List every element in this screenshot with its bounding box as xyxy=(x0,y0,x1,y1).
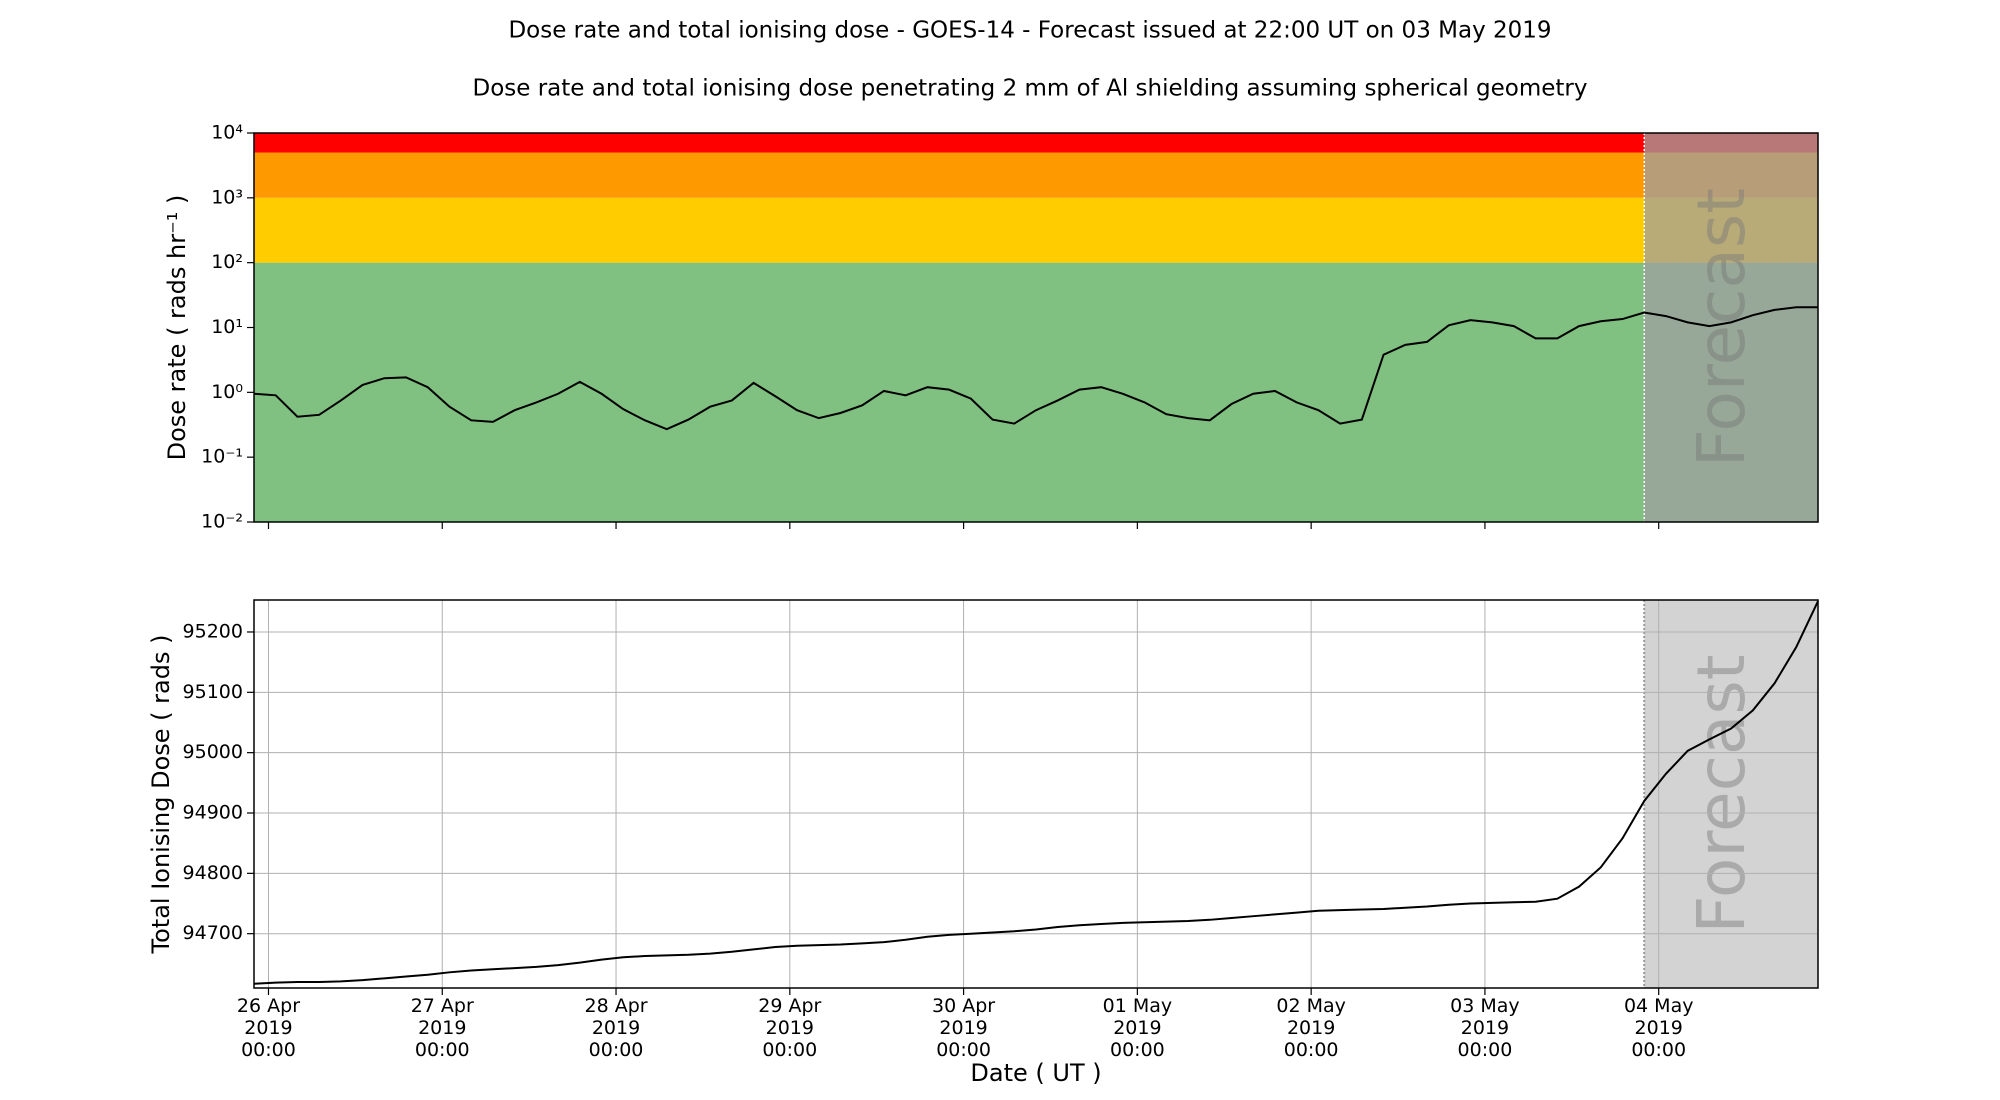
forecast-region xyxy=(1644,133,1818,522)
x-tick-label-line: 2019 xyxy=(1635,1017,1683,1039)
y-tick-label: 94800 xyxy=(183,862,243,884)
x-tick-label-line: 00:00 xyxy=(415,1039,470,1061)
x-tick-label-line: 2019 xyxy=(766,1017,814,1039)
x-tick-label-line: 28 Apr xyxy=(584,995,647,1017)
y-axis-label: Total Ionising Dose ( rads ) xyxy=(147,635,175,955)
threshold-band xyxy=(254,152,1818,198)
title: Dose rate and total ionising dose - GOES… xyxy=(508,18,1551,44)
x-tick-label-line: 00:00 xyxy=(1631,1039,1686,1061)
plot-frame xyxy=(253,599,1819,989)
x-tick-label: 29 Apr 2019 00:00 xyxy=(758,995,821,1061)
forecast-label: Forecast xyxy=(1683,654,1760,933)
x-tick-label-line: 29 Apr xyxy=(758,995,821,1017)
x-tick-label-line: 00:00 xyxy=(1284,1039,1339,1061)
x-axis-label: Date ( UT ) xyxy=(970,1059,1101,1087)
x-tick-label-line: 00:00 xyxy=(762,1039,817,1061)
y-tick-label: 10³ xyxy=(211,186,243,208)
x-tick-label-line: 2019 xyxy=(244,1017,292,1039)
forecast-label: Forecast xyxy=(1683,188,1760,467)
y-tick-label: 10⁴ xyxy=(211,122,243,144)
y-axis-label: Dose rate ( rads hr⁻¹ ) xyxy=(163,195,191,461)
y-tick-label: 10⁰ xyxy=(211,381,243,403)
x-tick-label: 30 Apr 2019 00:00 xyxy=(932,995,995,1061)
x-tick-label-line: 2019 xyxy=(1287,1017,1335,1039)
plot-frame xyxy=(253,132,1819,523)
threshold-band xyxy=(254,262,1818,522)
x-tick-label-line: 01 May xyxy=(1103,995,1173,1017)
x-tick-label-line: 2019 xyxy=(592,1017,640,1039)
y-tick-label: 10⁻¹ xyxy=(201,446,243,468)
x-tick-label-line: 00:00 xyxy=(1458,1039,1513,1061)
y-tick-label: 10⁻² xyxy=(201,511,243,533)
y-tick-label: 95000 xyxy=(183,741,243,763)
x-tick-label-line: 00:00 xyxy=(241,1039,296,1061)
subtitle: Dose rate and total ionising dose penetr… xyxy=(472,76,1587,102)
y-tick-label: 94700 xyxy=(183,922,243,944)
x-tick-label-line: 00:00 xyxy=(589,1039,644,1061)
x-tick-label-line: 2019 xyxy=(1461,1017,1509,1039)
x-tick-label-line: 04 May xyxy=(1624,995,1694,1017)
y-tick-label: 95200 xyxy=(183,620,243,642)
x-tick-label-line: 26 Apr xyxy=(237,995,300,1017)
x-tick-label-line: 2019 xyxy=(418,1017,466,1039)
x-tick-label: 02 May 2019 00:00 xyxy=(1276,995,1346,1061)
y-tick-label: 10² xyxy=(211,251,243,273)
x-tick-label-line: 2019 xyxy=(1113,1017,1161,1039)
x-tick-label-line: 03 May xyxy=(1450,995,1520,1017)
x-tick-label-line: 00:00 xyxy=(1110,1039,1165,1061)
x-tick-label: 01 May 2019 00:00 xyxy=(1103,995,1173,1061)
y-tick-label: 94900 xyxy=(183,802,243,824)
x-tick-label: 03 May 2019 00:00 xyxy=(1450,995,1520,1061)
data-line xyxy=(253,600,1819,985)
forecast-region xyxy=(1644,600,1818,988)
x-tick-label-line: 02 May xyxy=(1276,995,1346,1017)
x-tick-label: 28 Apr 2019 00:00 xyxy=(584,995,647,1061)
data-line xyxy=(253,306,1818,431)
threshold-band xyxy=(254,197,1818,263)
y-tick-label: 10¹ xyxy=(211,316,243,338)
x-tick-label-line: 2019 xyxy=(939,1017,987,1039)
x-tick-label: 04 May 2019 00:00 xyxy=(1624,995,1694,1061)
x-tick-label: 27 Apr 2019 00:00 xyxy=(411,995,474,1061)
x-tick-label: 26 Apr 2019 00:00 xyxy=(237,995,300,1061)
y-tick-label: 95100 xyxy=(183,681,243,703)
x-tick-label-line: 00:00 xyxy=(936,1039,991,1061)
threshold-band xyxy=(254,133,1818,153)
x-tick-label-line: 27 Apr xyxy=(411,995,474,1017)
x-tick-label-line: 30 Apr xyxy=(932,995,995,1017)
